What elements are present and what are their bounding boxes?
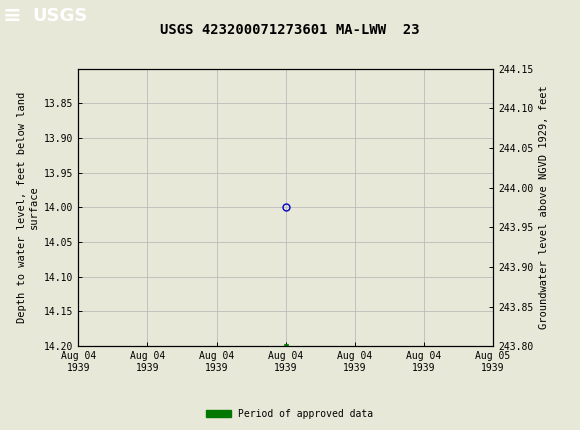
Text: USGS: USGS xyxy=(32,7,87,25)
Y-axis label: Groundwater level above NGVD 1929, feet: Groundwater level above NGVD 1929, feet xyxy=(539,86,549,329)
Legend: Period of approved data: Period of approved data xyxy=(202,405,378,423)
Text: ≡: ≡ xyxy=(3,6,21,26)
Text: USGS 423200071273601 MA-LWW  23: USGS 423200071273601 MA-LWW 23 xyxy=(160,22,420,37)
Y-axis label: Depth to water level, feet below land
surface: Depth to water level, feet below land su… xyxy=(17,92,38,323)
